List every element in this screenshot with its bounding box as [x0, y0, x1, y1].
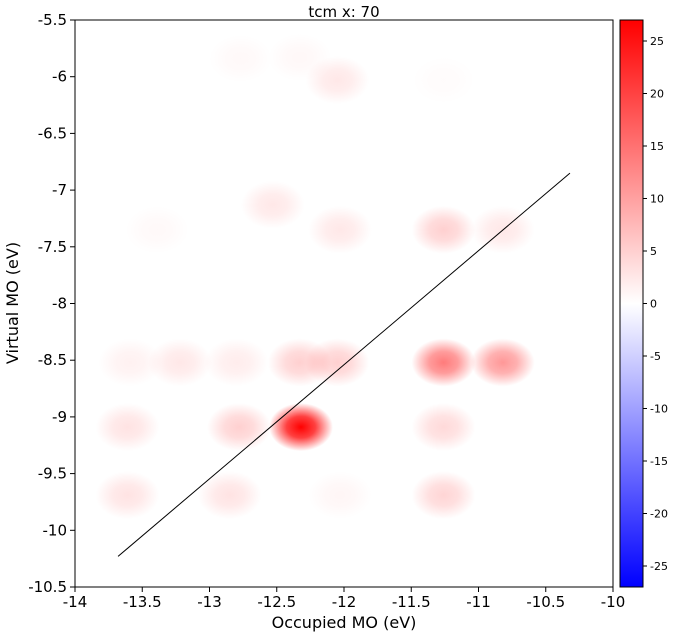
x-axis: -14 -13.5 -13 -12.5 -12 -11.5 -11 -10.5 -10 [63, 587, 626, 611]
heatmap-cell [204, 338, 269, 387]
heatmap-cell [208, 35, 272, 83]
chart-title: tcm x: 70 [308, 3, 379, 21]
heatmap-cell [147, 338, 212, 387]
x-axis-label: Occupied MO (eV) [272, 613, 417, 632]
colorbar-tick-label: -5 [650, 350, 661, 363]
heatmap-cell [411, 403, 476, 452]
heatmap-cell [98, 338, 163, 387]
y-tick-label: -7.5 [38, 238, 67, 256]
heatmap-cell [411, 205, 476, 254]
colorbar-tick-label: 10 [650, 193, 664, 206]
heatmap-cell [267, 338, 332, 387]
x-tick-label: -12.5 [257, 593, 296, 611]
colorbar-tick-label: 20 [650, 88, 664, 101]
heatmap-cell [411, 471, 476, 520]
heatmap-cell [268, 33, 332, 81]
y-tick-label: -7 [52, 181, 67, 199]
x-tick-label: -10.5 [526, 593, 565, 611]
x-tick-label: -14 [63, 593, 88, 611]
y-tick-label: -5.5 [38, 11, 67, 29]
y-tick-label: -10 [43, 521, 68, 539]
heatmap-cell [308, 471, 372, 519]
colorbar-tick-label: -25 [650, 560, 668, 573]
y-tick-label: -6.5 [38, 124, 67, 142]
heatmap-cell [305, 56, 370, 105]
colorbar-tick-label: 5 [650, 245, 657, 258]
y-tick-label: -9.5 [38, 465, 67, 483]
heatmap-cell [197, 471, 262, 520]
heatmap-cell [307, 205, 372, 254]
heatmap-cell [95, 471, 160, 520]
colorbar-ticks: 25 20 15 10 5 0 -5 -10 -15 -20 -25 [643, 35, 668, 573]
heatmap-cell [95, 403, 160, 452]
colorbar-tick-label: 15 [650, 140, 664, 153]
y-tick-label: -9 [52, 408, 67, 426]
colorbar-tick-label: -20 [650, 508, 668, 521]
x-tick-label: -13 [197, 593, 222, 611]
x-tick-label: -13.5 [123, 593, 162, 611]
heatmap-cells [95, 33, 535, 520]
y-tick-label: -8 [52, 295, 67, 313]
heatmap-cell [470, 338, 535, 387]
heatmap-cell [125, 206, 189, 254]
heatmap-cell [411, 338, 476, 387]
x-tick-label: -10 [601, 593, 626, 611]
x-tick-label: -12 [332, 593, 357, 611]
reference-line [117, 172, 571, 557]
heatmap-cell [207, 403, 272, 452]
colorbar [619, 19, 644, 588]
colorbar-tick-label: 0 [650, 298, 657, 311]
y-axis-label: Virtual MO (eV) [3, 242, 22, 364]
x-tick-label: -11 [466, 593, 491, 611]
heatmap-cell [268, 403, 333, 452]
y-axis: -5.5 -6 -6.5 -7 -7.5 -8 -8.5 -9 -9.5 -10 -10.5 [28, 11, 75, 596]
heatmap-cell [412, 56, 476, 104]
colorbar-tick-label: -15 [650, 455, 668, 468]
x-tick-label: -11.5 [392, 593, 431, 611]
colorbar-tick-label: 25 [650, 35, 664, 48]
y-tick-label: -8.5 [38, 351, 67, 369]
y-tick-label: -10.5 [28, 578, 67, 596]
colorbar-tick-label: -10 [650, 403, 668, 416]
y-tick-label: -6 [52, 68, 67, 86]
heatmap-cell [240, 180, 305, 229]
